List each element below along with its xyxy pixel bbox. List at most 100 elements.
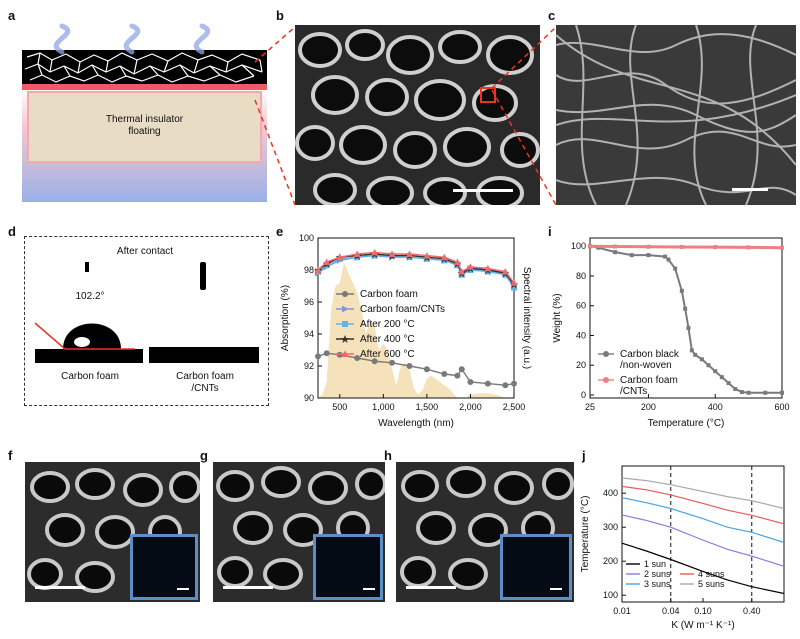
legend-label: /CNTs bbox=[620, 386, 647, 397]
legend-marker bbox=[342, 321, 348, 327]
data-point bbox=[501, 268, 509, 275]
data-point bbox=[699, 357, 704, 362]
data-point bbox=[484, 380, 491, 387]
series-0 bbox=[315, 350, 517, 389]
scale-bar-b bbox=[453, 189, 513, 192]
x-tick-label: 2,500 bbox=[503, 402, 526, 412]
schematic-panel-a: Thermal insulator floating bbox=[22, 22, 267, 202]
legend-label: 4 suns bbox=[698, 569, 725, 579]
legend-marker bbox=[342, 305, 349, 313]
data-point bbox=[673, 266, 678, 271]
sem-image-carbon-foam bbox=[295, 25, 540, 205]
inset-scale-bar-g bbox=[363, 588, 375, 590]
y-tick-label: 80 bbox=[576, 271, 586, 281]
panel-letter-a: a bbox=[8, 8, 16, 23]
contact-angle-value: 102.2° bbox=[75, 291, 105, 302]
x-tick-label: 0.01 bbox=[613, 606, 631, 616]
y-tick-label: 20 bbox=[576, 360, 586, 370]
x-tick-label: 0.04 bbox=[662, 606, 680, 616]
legend-label: After 600 °C bbox=[360, 349, 415, 360]
y-tick-label: 94 bbox=[304, 329, 314, 339]
zoom-marker-b bbox=[480, 87, 496, 103]
data-point bbox=[484, 264, 492, 272]
inset-photo-g bbox=[313, 534, 383, 600]
data-point bbox=[511, 284, 517, 291]
series-line-2 bbox=[621, 497, 785, 544]
series-4 bbox=[314, 248, 518, 286]
x-tick-label: 200 bbox=[641, 402, 656, 412]
panel-letter-g: g bbox=[200, 448, 208, 463]
x-tick-label: 500 bbox=[332, 402, 347, 412]
panel-letter-f: f bbox=[8, 448, 13, 463]
legend-label: /non-woven bbox=[620, 360, 672, 371]
data-point bbox=[353, 250, 361, 257]
series-line-3 bbox=[621, 485, 785, 525]
series-line-4 bbox=[621, 477, 785, 510]
legend-marker bbox=[341, 335, 349, 343]
y2-axis-label: Spectral intensity (a.u.) bbox=[521, 267, 532, 369]
data-point bbox=[441, 371, 448, 377]
data-point bbox=[423, 252, 431, 259]
data-point bbox=[588, 244, 592, 249]
legend-marker bbox=[342, 291, 348, 297]
data-point bbox=[746, 390, 751, 395]
panel-letter-b: b bbox=[276, 8, 284, 23]
data-point bbox=[336, 253, 344, 261]
legend-label: After 200 °C bbox=[360, 319, 415, 330]
data-point bbox=[613, 244, 618, 249]
insulator-label: Thermal insulator floating bbox=[105, 114, 184, 137]
sem-image-f bbox=[25, 462, 200, 602]
data-point bbox=[663, 254, 668, 259]
panel-letter-i: i bbox=[548, 224, 552, 239]
x-axis-label: Temperature (°C) bbox=[648, 418, 725, 429]
legend-label: Carbon foam bbox=[360, 289, 418, 300]
series-line-0 bbox=[621, 542, 785, 595]
y-axis-label: Weight (%) bbox=[552, 293, 563, 342]
plot-frame bbox=[589, 237, 783, 399]
scale-bar-c bbox=[732, 188, 768, 191]
x-axis-label: Wavelength (nm) bbox=[378, 418, 454, 429]
data-point bbox=[780, 390, 784, 395]
absorption-chart: 90 92 94 96 98 100 500 1,000 1,500 2,000 2,500 Wave… bbox=[280, 233, 532, 429]
legend-marker bbox=[603, 377, 609, 383]
scale-bar-h bbox=[406, 586, 456, 589]
data-point bbox=[733, 387, 738, 392]
sem-image-h bbox=[396, 462, 574, 602]
data-point bbox=[510, 279, 518, 286]
data-point bbox=[763, 390, 768, 395]
series-line bbox=[589, 245, 782, 394]
foam-texture bbox=[295, 25, 540, 205]
panel-letter-e: e bbox=[276, 224, 284, 239]
data-point bbox=[323, 350, 330, 357]
data-point bbox=[454, 372, 461, 379]
cnt-texture bbox=[556, 25, 796, 205]
x-tick-label: 2,000 bbox=[459, 402, 482, 412]
scale-bar-g bbox=[223, 586, 273, 589]
schematic-illustration bbox=[22, 23, 267, 202]
legend-label: After 400 °C bbox=[360, 334, 415, 345]
data-point bbox=[646, 244, 651, 249]
x-tick-label: 25 bbox=[585, 402, 595, 412]
sem-image-cnts bbox=[556, 25, 796, 205]
x-axis-label: K (W m⁻¹ K⁻¹) bbox=[671, 620, 734, 631]
series-1 bbox=[588, 244, 784, 250]
data-point bbox=[354, 355, 361, 361]
panel-letter-d: d bbox=[8, 224, 16, 239]
panel-letter-h: h bbox=[384, 448, 392, 463]
y-tick-label: 60 bbox=[576, 301, 586, 311]
data-point bbox=[458, 366, 465, 373]
y-tick-label: 0 bbox=[581, 390, 586, 400]
solar-spectrum-area bbox=[318, 262, 514, 398]
data-point bbox=[780, 245, 784, 250]
droplet-illustration bbox=[34, 262, 259, 363]
data-point bbox=[314, 266, 322, 273]
plot-frame bbox=[317, 237, 515, 399]
data-point bbox=[389, 359, 396, 366]
data-point bbox=[746, 245, 751, 250]
y-tick-label: 100 bbox=[571, 241, 586, 251]
contact-angle-panel: After contact 102.2° Carbon foam Carbon … bbox=[24, 236, 269, 406]
data-point bbox=[502, 382, 509, 389]
y-tick-label: 200 bbox=[603, 556, 618, 566]
data-point bbox=[739, 390, 744, 395]
data-point bbox=[467, 379, 474, 385]
